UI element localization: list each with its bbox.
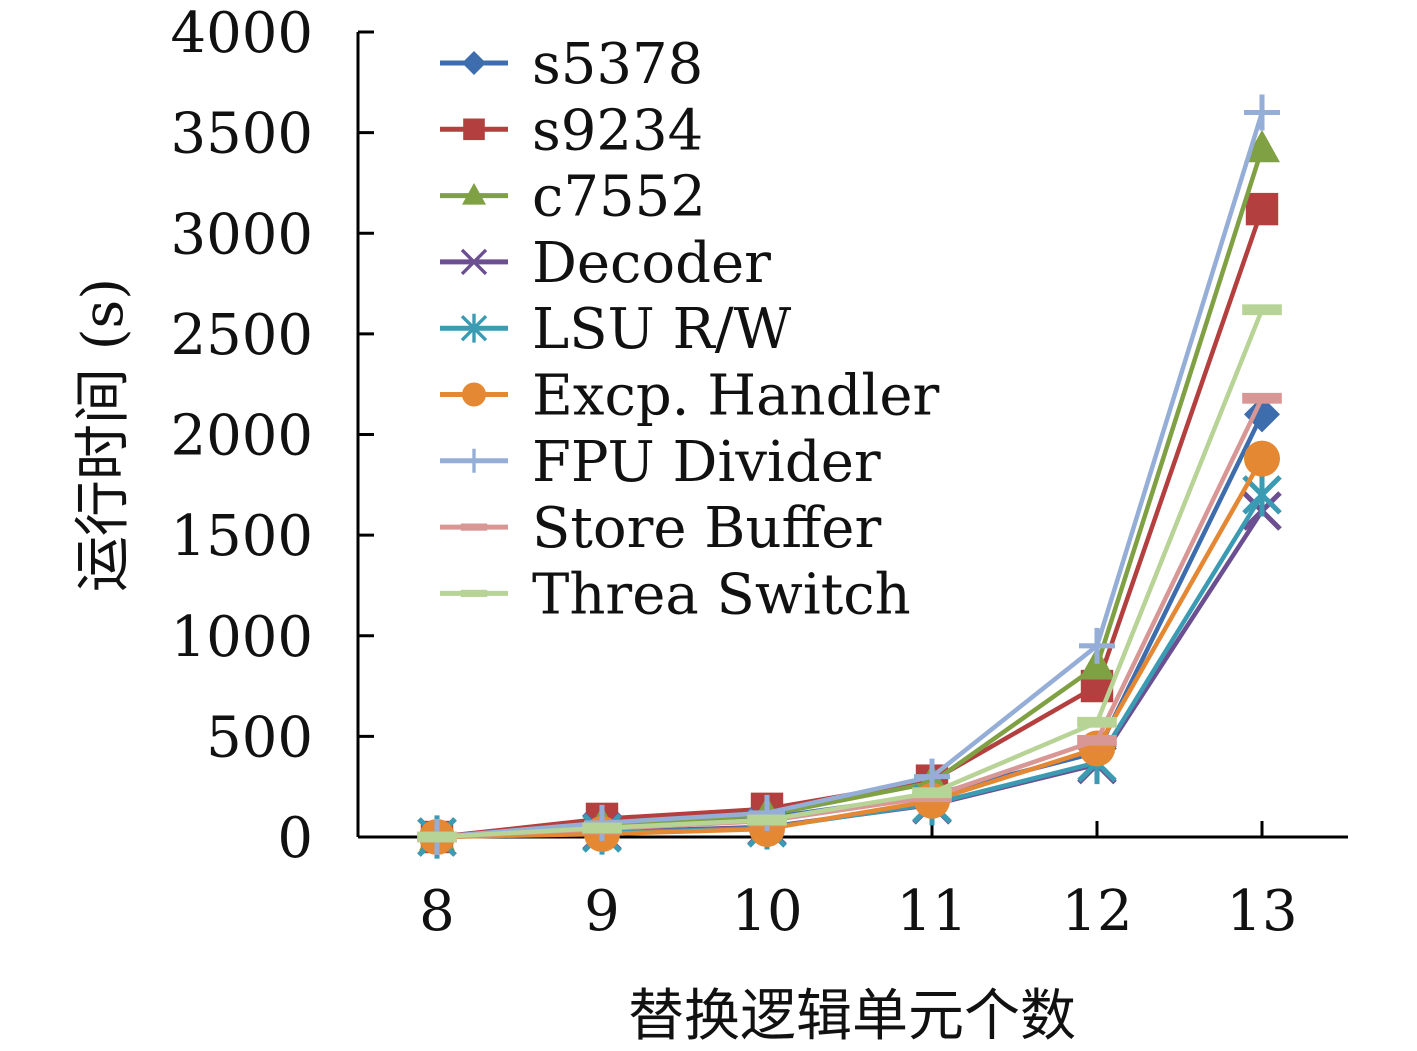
legend-label: c7552 [532,165,706,230]
series-threa-switch [417,304,1282,843]
x-tick-label: 12 [1061,879,1132,944]
x-tick-label: 9 [584,879,620,944]
y-tick-label: 1000 [170,605,313,670]
data-point [1079,627,1115,664]
legend-label: Threa Switch [532,562,911,627]
series-layer [417,94,1282,859]
legend-item: s9234 [440,98,703,163]
y-tick-label: 3000 [170,202,313,267]
y-tick-label: 2000 [170,404,313,469]
data-point [417,831,457,843]
legend-label: FPU Divider [532,430,881,495]
legend-item: c7552 [440,165,706,230]
data-point [1244,396,1280,433]
legend-label: LSU R/W [532,297,792,362]
data-point [1244,129,1280,163]
legend-label: s9234 [532,98,703,163]
legend-item: Store Buffer [440,496,881,561]
x-axis-title: 替换逻辑单元个数 [628,984,1076,1049]
data-point [912,787,952,799]
legend-swatch-marker [463,118,485,141]
data-point [1244,440,1280,477]
x-tick-label: 13 [1226,879,1297,944]
legend-swatch-marker [462,448,486,473]
data-point [1245,192,1279,226]
x-tick-label: 8 [419,879,455,944]
legend-swatch-marker [462,51,486,75]
legend-swatch-marker [460,248,488,276]
y-tick-label: 500 [206,705,313,770]
y-axis-title: 运行时间 (s) [71,278,136,592]
y-tick-label: 0 [277,806,313,871]
legend-label: Excp. Handler [532,364,939,429]
legend-item: Decoder [440,231,771,296]
y-tick-label: 1500 [170,504,313,569]
x-tick-label: 11 [896,879,967,944]
legend-label: s5378 [532,32,703,97]
series-line [436,308,1265,840]
legend-label: Decoder [532,231,771,296]
y-tick-label: 2500 [170,303,313,368]
legend-swatch-marker [460,523,488,531]
data-point [1077,735,1117,746]
legend-swatch-marker [460,313,488,343]
legend-item: FPU Divider [440,430,881,495]
y-tick-label: 4000 [170,1,313,66]
data-point [1242,392,1282,404]
data-point [582,822,622,834]
legend-item: Threa Switch [440,562,911,627]
data-point [1242,304,1282,316]
legend-swatch-marker [460,589,488,597]
ticks: 0 500 1000 1500 2000 2500 3000 3500 4000 8 9 10 11 12… [170,1,1297,944]
data-point [1244,94,1280,131]
legend-item: Excp. Handler [440,364,939,429]
legend-swatch-marker [462,183,486,205]
y-tick-label: 3500 [170,102,313,167]
legend-swatch-marker [462,382,486,407]
x-tick-label: 10 [731,879,802,944]
data-point [747,814,787,826]
series-line [436,111,1265,840]
data-point [1077,716,1117,728]
legend-item: s5378 [440,32,703,97]
legend-item: LSU R/W [440,297,792,362]
legend-label: Store Buffer [532,496,881,561]
series-line [436,457,1264,840]
